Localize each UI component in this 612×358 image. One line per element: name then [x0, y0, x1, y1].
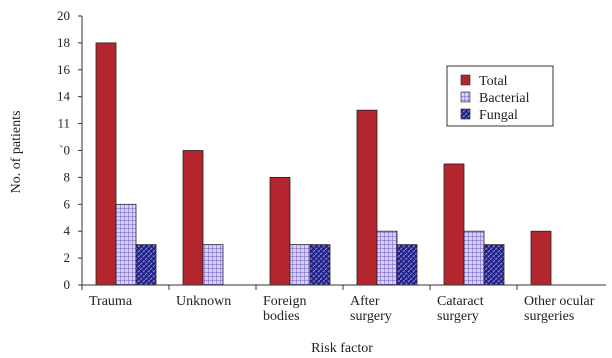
bar-foreign-bodies-bacterial — [289, 244, 311, 286]
legend-label-fungal: Fungal — [479, 108, 518, 123]
bar-cataract-surgery-bacterial — [463, 230, 485, 286]
y-tick-label: 14 — [57, 89, 71, 104]
x-category-label-after-surgery: After surgery — [350, 294, 392, 324]
y-tick-label: 18 — [57, 35, 70, 50]
bar-trauma-bacterial — [115, 203, 137, 286]
legend-swatch-bacterial — [460, 91, 471, 103]
y-tick-label: 4 — [64, 223, 71, 238]
bar-cataract-surgery-fungal — [483, 244, 505, 286]
bar-foreign-bodies-total — [269, 176, 291, 286]
legend-label-bacterial: Bacterial — [479, 91, 530, 106]
axes-layer: 0 2 4 6 8 `0 11 14 16 18 20 Trauma Unknown Foreign bod… — [57, 8, 606, 324]
bar-after-surgery-total — [356, 109, 378, 286]
y-tick-label: 11 — [57, 116, 70, 131]
y-tick-label: 8 — [64, 169, 71, 184]
x-axis-title: Risk factor — [311, 341, 373, 356]
bar-foreign-bodies-fungal — [309, 244, 331, 286]
y-tick-label: 6 — [64, 196, 71, 211]
y-axis-title: No. of patients — [9, 111, 24, 194]
bar-after-surgery-bacterial — [376, 230, 398, 286]
legend: Total Bacterial Fungal — [446, 65, 554, 127]
x-category-label-trauma: Trauma — [89, 294, 133, 309]
y-tick-label: 16 — [57, 62, 71, 77]
bar-trauma-fungal — [135, 244, 157, 286]
bar-other-ocular-surgeries-total — [530, 230, 552, 286]
x-category-label-foreign-bodies: Foreign bodies — [263, 294, 307, 324]
y-tick-label: 0 — [64, 277, 71, 292]
bar-unknown-bacterial — [202, 244, 224, 286]
legend-swatch-total — [460, 74, 471, 86]
x-category-label-cataract-surgery: Cataract surgery — [437, 294, 484, 324]
bar-after-surgery-fungal — [396, 244, 418, 286]
bar-unknown-total — [182, 150, 204, 286]
y-tick-label: 20 — [57, 8, 70, 23]
legend-swatch-fungal — [460, 108, 471, 120]
bars-layer — [95, 42, 552, 286]
y-tick-label: `0 — [59, 143, 70, 158]
y-tick-label: 2 — [64, 250, 71, 265]
x-category-label-other-ocular-surgeries: Other ocular surgeries — [524, 294, 595, 324]
x-category-label-unknown: Unknown — [176, 294, 231, 309]
bar-trauma-total — [95, 42, 117, 286]
bar-cataract-surgery-total — [443, 163, 465, 286]
legend-label-total: Total — [479, 74, 508, 89]
